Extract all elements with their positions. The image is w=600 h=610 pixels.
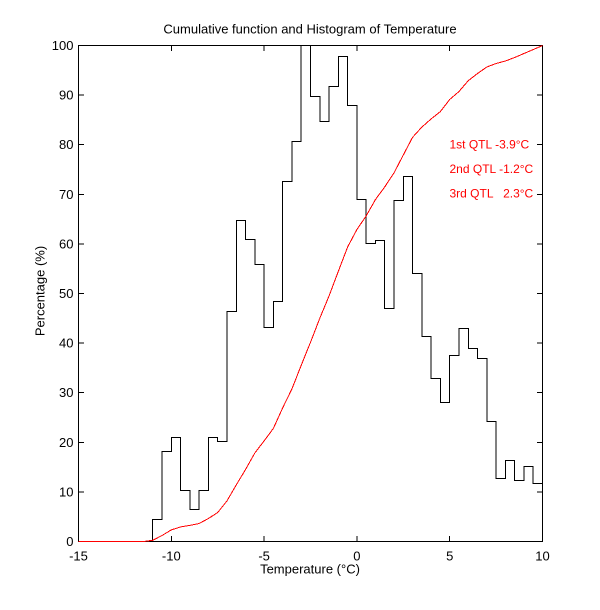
svg-text:20: 20 <box>59 435 73 450</box>
svg-text:Cumulative function and Histog: Cumulative function and Histogram of Tem… <box>163 22 456 37</box>
svg-text:Temperature (°C): Temperature (°C) <box>260 562 360 577</box>
svg-text:0: 0 <box>353 549 360 564</box>
svg-text:70: 70 <box>59 187 73 202</box>
svg-text:-15: -15 <box>69 549 88 564</box>
svg-text:100: 100 <box>52 38 74 53</box>
svg-text:3rd QTL 2.3°C: 3rd QTL 2.3°C <box>450 187 534 201</box>
svg-text:Percentage (%): Percentage (%) <box>33 246 48 336</box>
svg-text:2nd QTL -1.2°C: 2nd QTL -1.2°C <box>450 162 534 176</box>
svg-text:60: 60 <box>59 236 73 251</box>
svg-text:30: 30 <box>59 385 73 400</box>
svg-text:50: 50 <box>59 286 73 301</box>
svg-text:1st QTL -3.9°C: 1st QTL -3.9°C <box>450 137 530 151</box>
svg-text:90: 90 <box>59 88 73 103</box>
svg-text:80: 80 <box>59 137 73 152</box>
svg-text:0: 0 <box>66 534 73 549</box>
svg-text:10: 10 <box>59 484 73 499</box>
svg-text:5: 5 <box>446 549 453 564</box>
svg-text:-5: -5 <box>258 549 270 564</box>
svg-text:40: 40 <box>59 336 73 351</box>
svg-text:-10: -10 <box>162 549 181 564</box>
svg-text:10: 10 <box>535 549 549 564</box>
